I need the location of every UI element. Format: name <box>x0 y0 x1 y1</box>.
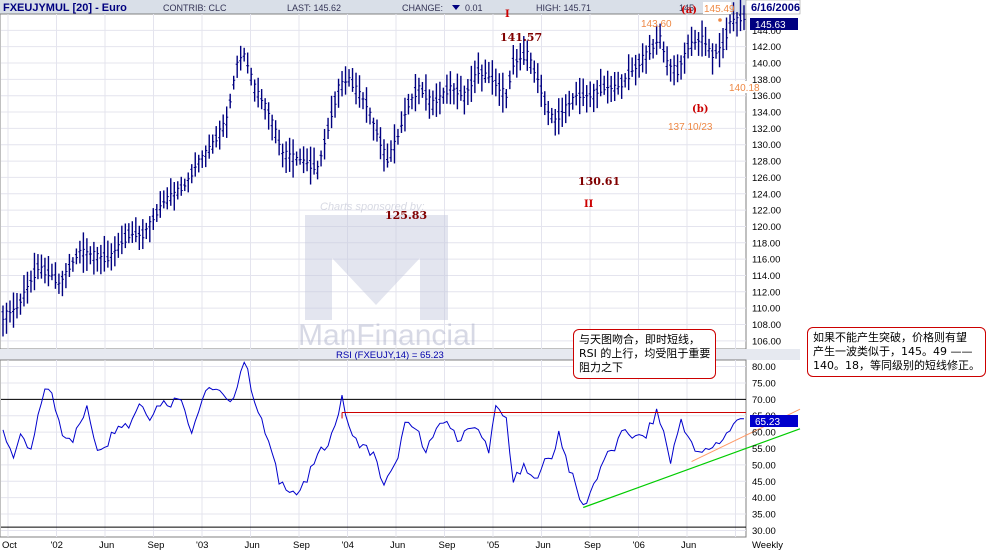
value-130-61: 130.61 <box>578 175 620 188</box>
price-tick-label: 134.00 <box>752 108 781 119</box>
rsi-tick-label: 80.00 <box>752 362 776 373</box>
wave-a-label: (a) <box>681 5 697 16</box>
wave-II-label: II <box>584 199 594 210</box>
high-label: HIGH: 145.71 <box>536 3 591 13</box>
date-label: 6/16/2006 <box>751 2 800 14</box>
contrib-label: CONTRIB: CLC <box>163 3 227 13</box>
price-tick-label: 114.00 <box>752 271 780 282</box>
watermark-logo <box>305 215 448 320</box>
price-tick-label: 116.00 <box>752 255 780 266</box>
x-tick-label: Jun <box>536 540 551 550</box>
x-tick-label: Jun <box>99 540 114 550</box>
rsi-tick-label: 55.00 <box>752 444 776 455</box>
x-tick-label: Sep <box>293 540 310 550</box>
partial-high-label: 145 <box>679 3 694 13</box>
price-tick-label: 128.00 <box>752 157 781 168</box>
rsi-support-line <box>583 428 801 509</box>
price-tick-label: 136.00 <box>752 91 781 102</box>
watermark-brand: ManFinancial <box>298 319 476 352</box>
price-tick-label: 132.00 <box>752 124 781 135</box>
rsi-tag <box>750 415 798 427</box>
symbol-title: FXEUJYMUL [20] - Euro <box>3 2 127 14</box>
rsi-title-bar <box>0 349 800 360</box>
price-grid <box>1 14 746 349</box>
x-tick-label: Sep <box>584 540 601 550</box>
x-tick-label: '06 <box>633 540 645 550</box>
rsi-tag-text: 65.23 <box>755 417 780 428</box>
price-tag <box>750 18 798 30</box>
x-tick-label: Jun <box>390 540 405 550</box>
price-tick-label: 122.00 <box>752 206 781 217</box>
price-tick-label: 144.00 <box>752 26 781 37</box>
price-tick-label: 130.00 <box>752 140 781 151</box>
rsi-tick-label: 40.00 <box>752 493 776 504</box>
price-tick-label: 140.00 <box>752 59 781 70</box>
rsi-tick-label: 50.00 <box>752 460 776 471</box>
price-tick-label: 110.00 <box>752 304 780 315</box>
wave-b-label: (b) <box>692 104 708 115</box>
x-tick-label: '05 <box>487 540 499 550</box>
x-tick-label: '02 <box>51 540 63 550</box>
x-tick-label: Jun <box>681 540 696 550</box>
price-tick-label: 112.00 <box>752 287 780 298</box>
price-series <box>1 0 746 337</box>
price-axis: 106.00 108.00 110.00 112.00 114.00 116.00 118.… <box>752 26 781 347</box>
note-correction-forecast: 如果不能产生突破，价格则有望 产生一波类似于，145。49 —— 140。18，… <box>807 327 986 377</box>
wave-I-label: I <box>505 9 510 20</box>
x-tick-label: Oct <box>2 540 17 550</box>
last-label: LAST: 145.62 <box>287 3 341 13</box>
high-marker <box>718 18 722 22</box>
x-tick-label: Sep <box>148 540 165 550</box>
watermark-sponsor-text: Charts sponsored by: <box>320 201 425 213</box>
price-tick-label: 142.00 <box>752 42 781 53</box>
price-tick-label: 138.00 <box>752 75 781 86</box>
value-143-60: 143.60 <box>641 19 672 30</box>
x-tick-label: '03 <box>196 540 208 550</box>
value-125-83: 125.83 <box>385 209 427 222</box>
value-141-57: 141.57 <box>500 31 542 44</box>
rsi-title: RSI (FXEUJY,14) = 65.23 <box>336 350 444 361</box>
rsi-axis: 30.0035.0040.0045.0050.0055.0060.0065.00… <box>752 362 776 537</box>
value-137-10-23: 137.10/23 <box>668 122 713 133</box>
x-tick-label: Weekly <box>752 540 783 550</box>
price-tick-label: 120.00 <box>752 222 781 233</box>
watermark: Charts sponsored by: ManFinancial <box>298 201 476 352</box>
header-bar <box>0 0 800 14</box>
x-axis: Oct '02 Jun Sep '03 Jun Sep '04 Jun Sep '05 Jun Sep '… <box>2 540 783 550</box>
rsi-tick-label: 35.00 <box>752 510 776 521</box>
price-tick-label: 126.00 <box>752 173 781 184</box>
rsi-tick-label: 75.00 <box>752 378 776 389</box>
price-tick-label: 124.00 <box>752 189 781 200</box>
price-tick-label: 118.00 <box>752 238 780 249</box>
value-140-18: 140.18 <box>729 83 760 94</box>
rsi-tick-label: 30.00 <box>752 526 776 537</box>
x-tick-label: '04 <box>342 540 354 550</box>
down-arrow-icon <box>452 5 460 10</box>
rsi-line <box>2 361 745 506</box>
rsi-tick-label: 60.00 <box>752 428 776 439</box>
x-tick-label: Jun <box>245 540 260 550</box>
note-rsi-resistance: 与天图吻合，即时短线， RSI 的上行，均受阻于重要 阻力之下 <box>573 329 717 379</box>
change-label: CHANGE: <box>402 3 443 13</box>
rsi-tick-label: 45.00 <box>752 477 776 488</box>
change-value: 0.01 <box>465 3 483 13</box>
price-tick-label: 106.00 <box>752 336 781 347</box>
price-tag-text: 145.63 <box>755 20 786 31</box>
x-tick-label: Sep <box>439 540 456 550</box>
price-tick-label: 108.00 <box>752 320 781 331</box>
value-145-49: 145.49 <box>704 4 735 15</box>
rsi-tick-label: 70.00 <box>752 395 776 406</box>
rsi-grid <box>1 360 746 537</box>
